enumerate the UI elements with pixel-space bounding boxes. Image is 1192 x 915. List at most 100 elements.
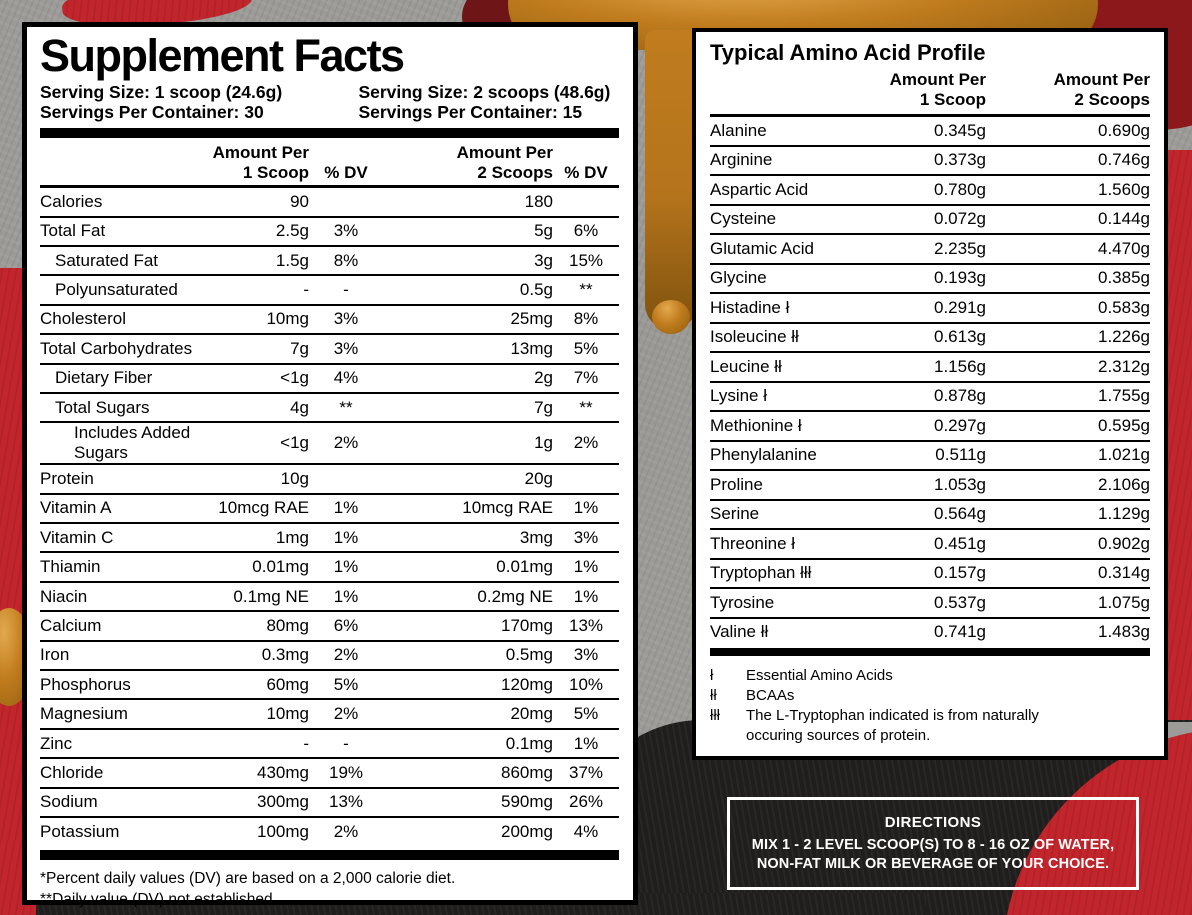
amount-1scoop: 0.878g — [934, 386, 986, 406]
nutrient-name: Protein — [40, 468, 94, 488]
serving-info-1scoop: Serving Size: 1 scoop (24.6g) Servings P… — [40, 82, 358, 123]
dv-1scoop: 2% — [333, 821, 359, 841]
amount-2scoops: 860mg — [501, 762, 553, 782]
dv-1scoop: 19% — [328, 762, 364, 782]
table-row: Valine łł 0.741g 1.483g — [710, 619, 1150, 647]
dv-2scoops: 3% — [573, 645, 599, 665]
amount-2scoops: 1.021g — [1098, 445, 1150, 465]
column-header-line: 2 Scoops — [1074, 89, 1150, 109]
column-header-amount-2scoops: Amount Per 2 Scoops — [383, 143, 553, 182]
amino-name: Phenylalanine — [710, 445, 817, 465]
dv-1scoop: 3% — [333, 338, 359, 358]
legend-text: The L-Tryptophan indicated is from natur… — [746, 707, 1039, 744]
amount-2scoops: 13mg — [510, 338, 553, 358]
dv-2scoops: 2% — [573, 433, 599, 453]
amount-2scoops: 5g — [534, 221, 553, 241]
footnote-dv-basis: *Percent daily values (DV) are based on … — [40, 870, 456, 888]
amount-2scoops: 200mg — [501, 821, 553, 841]
dv-2scoops: 1% — [573, 557, 599, 577]
dv-1scoop: 3% — [333, 309, 359, 329]
amount-1scoop: 0.511g — [935, 445, 986, 465]
divider-bar — [40, 850, 619, 861]
amount-2scoops: 0.902g — [1098, 533, 1150, 553]
footnotes: *Percent daily values (DV) are based on … — [40, 869, 619, 910]
amino-name: Isoleucine łł — [710, 327, 799, 347]
table-row: Niacin 0.1mg NE 1% 0.2mg NE 1% — [40, 583, 619, 613]
amount-2scoops: 0.5mg — [505, 645, 553, 665]
column-header-dv-2scoops: % DV — [564, 162, 608, 182]
table-row: Total Fat 2.5g 3% 5g 6% — [40, 218, 619, 247]
table-row: Methionine ł 0.297g 0.595g — [710, 412, 1150, 442]
amount-1scoop: 0.297g — [934, 415, 986, 435]
servings-per-container-2scoops: Servings Per Container: 15 — [358, 102, 583, 123]
column-header-line: Amount Per — [212, 143, 309, 163]
table-row: Threonine ł 0.451g 0.902g — [710, 530, 1150, 560]
dv-2scoops: 13% — [568, 615, 604, 635]
amount-1scoop: 300mg — [257, 792, 309, 812]
table-row: Phenylalanine 0.511g 1.021g — [710, 442, 1150, 472]
table-row: Saturated Fat 1.5g 8% 3g 15% — [40, 247, 619, 277]
dv-1scoop: 4% — [333, 368, 359, 388]
column-header-amount-2scoops: Amount Per 2 Scoops — [1028, 70, 1150, 109]
table-row: Isoleucine łł 0.613g 1.226g — [710, 324, 1150, 354]
amount-1scoop: 7g — [290, 338, 309, 358]
legend-item: łłł The L-Tryptophan indicated is from na… — [710, 706, 1150, 744]
amount-1scoop: 10mcg RAE — [218, 498, 309, 518]
nutrient-name: Zinc — [40, 733, 73, 753]
amount-2scoops: 20mg — [510, 704, 553, 724]
amount-1scoop: - — [303, 280, 309, 300]
dv-2scoops: 26% — [568, 792, 604, 812]
dv-2scoops: 10% — [568, 674, 604, 694]
amount-1scoop: 0.193g — [934, 268, 986, 288]
panel-title: Supplement Facts — [40, 30, 405, 81]
table-row: Sodium 300mg 13% 590mg 26% — [40, 789, 619, 818]
amount-2scoops: 1.560g — [1098, 179, 1150, 199]
amount-2scoops: 1.483g — [1098, 622, 1150, 642]
dv-1scoop: 8% — [333, 250, 359, 270]
table-row: Includes Added Sugars <1g 2% 1g 2% — [40, 423, 619, 466]
column-header-amount-1scoop: Amount Per 1 Scoop — [860, 70, 1028, 109]
amount-1scoop: 0.291g — [934, 297, 986, 317]
legend-text: Essential Amino Acids — [746, 667, 893, 685]
amino-name: Arginine — [710, 150, 773, 170]
table-row: Aspartic Acid 0.780g 1.560g — [710, 176, 1150, 206]
amount-1scoop: 60mg — [266, 674, 309, 694]
amount-2scoops: 170mg — [501, 615, 553, 635]
amount-1scoop: 1mg — [275, 527, 309, 547]
table-row: Dietary Fiber <1g 4% 2g 7% — [40, 365, 619, 394]
amount-2scoops: 10mcg RAE — [462, 498, 553, 518]
nutrient-name: Saturated Fat — [55, 250, 159, 270]
dv-2scoops: 15% — [568, 250, 604, 270]
dv-2scoops: 1% — [573, 586, 599, 606]
directions-box: DIRECTIONS MIX 1 - 2 LEVEL SCOOP(S) TO 8… — [727, 797, 1139, 890]
dv-1scoop: - — [343, 280, 349, 300]
dv-2scoops: 5% — [573, 704, 599, 724]
amount-1scoop: 90 — [290, 191, 309, 211]
dv-2scoops: ** — [579, 280, 593, 300]
nutrient-name: Vitamin C — [40, 527, 114, 547]
dv-1scoop: 6% — [333, 615, 359, 635]
divider-bar — [710, 648, 1150, 657]
dv-1scoop: ** — [339, 397, 353, 417]
dv-2scoops: ** — [579, 397, 593, 417]
amount-2scoops: 0.595g — [1098, 415, 1150, 435]
amount-1scoop: 0.1mg NE — [233, 586, 309, 606]
amount-1scoop: 0.537g — [934, 592, 986, 612]
table-row: Polyunsaturated - - 0.5g ** — [40, 276, 619, 306]
amino-profile-body: Alanine 0.345g 0.690g Arginine 0.373g 0.746g A… — [710, 117, 1150, 646]
table-row: Leucine łł 1.156g 2.312g — [710, 353, 1150, 383]
amount-1scoop: 0.451g — [934, 533, 986, 553]
dv-1scoop: 2% — [333, 645, 359, 665]
column-header-line: 1 Scoop — [242, 162, 309, 182]
amount-2scoops: 0.385g — [1098, 268, 1150, 288]
amount-2scoops: 3mg — [519, 527, 553, 547]
column-header-line: 2 Scoops — [477, 162, 553, 182]
table-row: Proline 1.053g 2.106g — [710, 471, 1150, 501]
amount-2scoops: 0.314g — [1098, 563, 1150, 583]
amount-2scoops: 180 — [524, 191, 553, 211]
amount-2scoops: 1g — [534, 433, 553, 453]
amino-profile-panel: Typical Amino Acid Profile Amount Per 1 … — [692, 28, 1168, 760]
amino-name: Serine — [710, 504, 760, 524]
dv-2scoops: 1% — [573, 498, 599, 518]
amount-1scoop: 2.235g — [934, 238, 986, 258]
